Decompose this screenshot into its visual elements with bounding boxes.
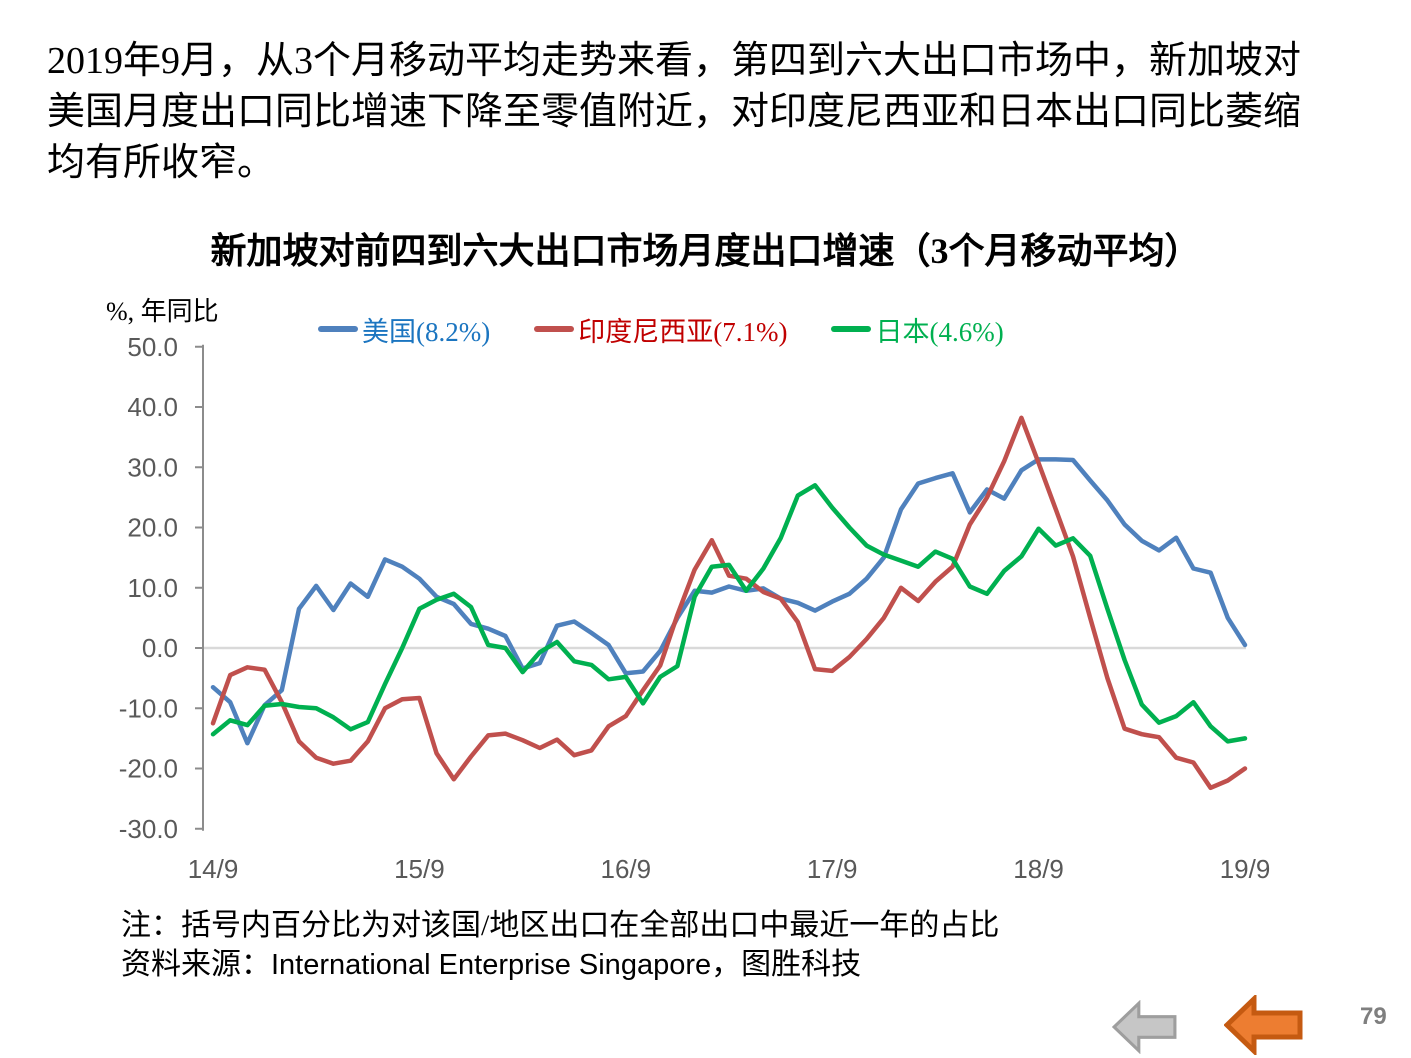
- svg-text:14/9: 14/9: [188, 854, 239, 884]
- chart-footnote: 注：括号内百分比为对该国/地区出口在全部出口中最近一年的占比 资料来源：Inte…: [121, 906, 999, 985]
- forward-arrow-icon: [1224, 995, 1303, 1055]
- legend-swatch-us: [318, 326, 358, 332]
- svg-text:10.0: 10.0: [127, 573, 178, 603]
- legend-label-us: 美国(8.2%): [362, 316, 491, 347]
- svg-text:17/9: 17/9: [807, 854, 858, 884]
- svg-text:-20.0: -20.0: [119, 754, 178, 784]
- y-axis: 50.0 40.0 30.0 20.0 10.0 0.0 -10.0 -20.0 -30.0: [119, 332, 204, 844]
- footnote-note-line: 注：括号内百分比为对该国/地区出口在全部出口中最近一年的占比: [121, 909, 1000, 942]
- series-line-japan: [210, 483, 1248, 744]
- svg-text:19/9: 19/9: [1220, 854, 1271, 884]
- chart-legend: 美国(8.2%) 印度尼西亚(7.1%) 日本(4.6%): [318, 312, 1004, 347]
- page-number: 79: [1360, 1003, 1387, 1030]
- paragraph-line-3: 均有所收窄。: [47, 142, 276, 184]
- svg-text:0.0: 0.0: [142, 633, 178, 663]
- svg-text:15/9: 15/9: [394, 854, 445, 884]
- series-line-indonesia: [210, 415, 1248, 791]
- back-arrow-icon: [1112, 1000, 1177, 1054]
- legend-swatch-japan: [831, 326, 872, 332]
- legend-item-indonesia: 印度尼西亚(7.1%): [534, 312, 788, 347]
- source-prefix: 资料来源：: [121, 948, 271, 981]
- svg-text:18/9: 18/9: [1013, 854, 1064, 884]
- svg-text:16/9: 16/9: [600, 854, 651, 884]
- paragraph-line-1: 2019年9月，从3个月移动平均走势来看，第四到六大出口市场中，新加坡对: [47, 40, 1302, 82]
- legend-label-indonesia: 印度尼西亚(7.1%): [578, 316, 788, 347]
- chart-title: 新加坡对前四到六大出口市场月度出口增速（3个月移动平均）: [210, 231, 1201, 271]
- legend-label-japan: 日本(4.6%): [875, 316, 1004, 347]
- svg-text:50.0: 50.0: [127, 332, 178, 362]
- summary-paragraph: 2019年9月，从3个月移动平均走势来看，第四到六大出口市场中，新加坡对 美国月…: [47, 36, 1397, 189]
- x-axis-labels: 14/9 15/9 16/9 17/9 18/9 19/9: [188, 854, 1271, 884]
- forward-arrow-button[interactable]: [1224, 995, 1304, 1055]
- svg-text:-10.0: -10.0: [119, 693, 178, 723]
- paragraph-line-2: 美国月度出口同比增速下降至零值附近，对印度尼西亚和日本出口同比萎缩: [47, 91, 1302, 133]
- svg-text:40.0: 40.0: [127, 392, 178, 422]
- svg-text:20.0: 20.0: [127, 513, 178, 543]
- legend-swatch-indonesia: [534, 326, 575, 332]
- y-axis-unit-label: %, 年同比: [106, 297, 219, 326]
- legend-item-japan: 日本(4.6%): [831, 312, 1004, 347]
- back-arrow-button[interactable]: [1112, 1000, 1178, 1054]
- source-suffix: ，图胜科技: [711, 948, 862, 981]
- svg-text:-30.0: -30.0: [119, 814, 178, 844]
- footnote-source-line: 资料来源：International Enterprise Singapore，…: [121, 945, 999, 985]
- series-line-us: [210, 457, 1248, 746]
- svg-text:30.0: 30.0: [127, 452, 178, 482]
- legend-item-us: 美国(8.2%): [318, 312, 491, 347]
- source-name: International Enterprise Singapore: [271, 949, 712, 981]
